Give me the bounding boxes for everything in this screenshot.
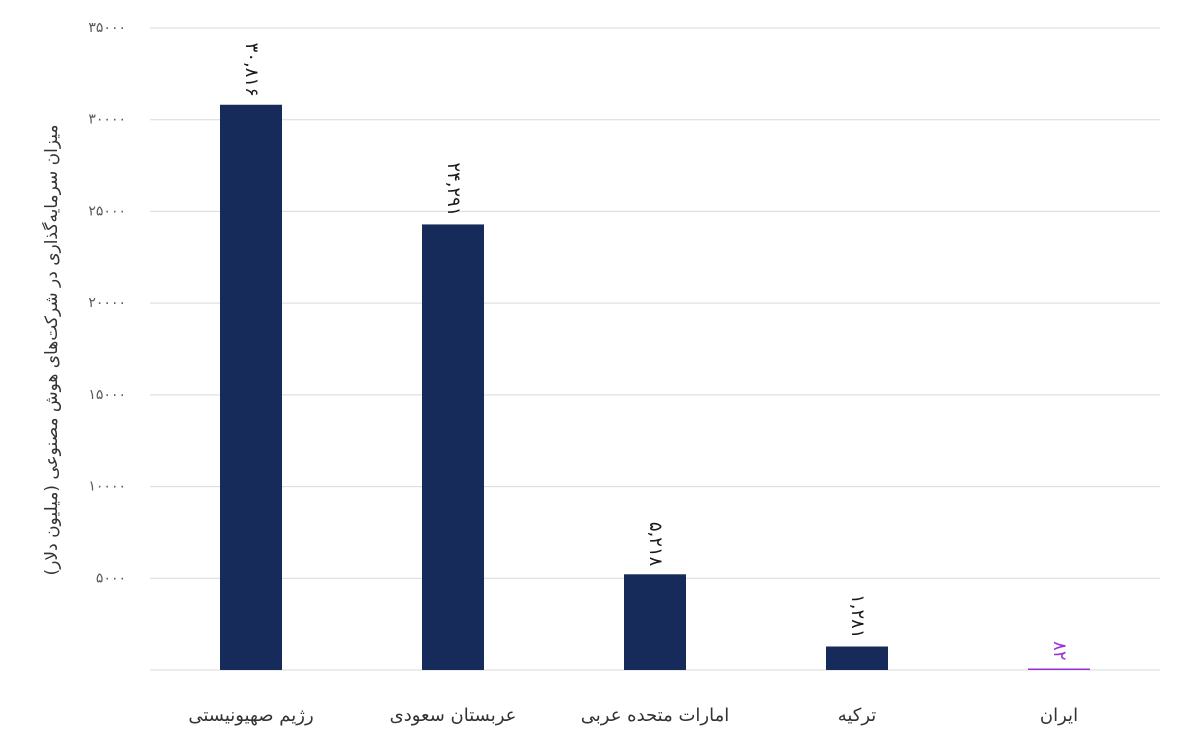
y-tick-label: ۲۰۰۰۰ <box>88 295 126 311</box>
x-tick-label: رژیم صهیونیستی <box>188 705 313 726</box>
x-tick-label: ایران <box>1040 705 1078 726</box>
y-axis-title: میزان سرمایه‌گذاری در شرکت‌های هوش مصنوع… <box>41 125 62 576</box>
value-label: ۱,۲۸۱ <box>847 594 868 638</box>
y-tick-label: ۱۰۰۰۰ <box>88 479 126 495</box>
y-tick-label: ۳۰۰۰۰ <box>88 112 126 128</box>
bar <box>1028 668 1090 670</box>
bar <box>220 104 282 670</box>
x-tick-label: عربستان سعودی <box>390 705 517 726</box>
x-tick-label: ترکیه <box>838 705 877 726</box>
value-label: ۵,۲۱۸ <box>645 522 666 567</box>
y-tick-label: ۲۵۰۰۰ <box>88 203 126 219</box>
bar <box>422 224 484 670</box>
x-tick-label: امارات متحده عربی <box>581 705 729 726</box>
y-tick-label: ۱۵۰۰۰ <box>88 387 126 403</box>
value-label: ۳۰,۸۱۶ <box>241 43 262 97</box>
value-label: ۸۲ <box>1049 641 1070 660</box>
value-label: ۲۴,۲۹۱ <box>443 162 464 216</box>
y-tick-label: ۵۰۰۰ <box>96 570 126 586</box>
bar <box>624 574 686 670</box>
bar <box>826 646 888 670</box>
y-tick-label: ۳۵۰۰۰ <box>88 20 126 36</box>
